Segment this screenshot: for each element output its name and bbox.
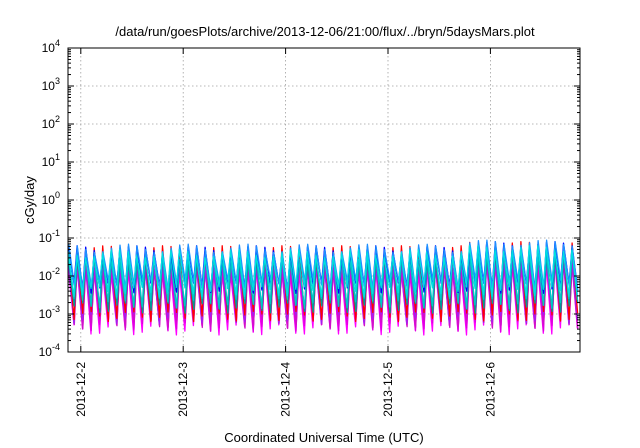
y-axis-label: cGy/day: [22, 176, 37, 224]
y-tick-label: 10-1: [39, 228, 60, 245]
grid: [68, 48, 580, 352]
y-tick-label: 104: [42, 38, 60, 55]
y-tick-label: 102: [42, 114, 60, 131]
y-tick-labels: 10-4 10-3 10-2 10-1 100 101 102 103 104: [39, 38, 60, 359]
y-tick-label: 10-4: [39, 342, 60, 359]
series-layer: [67, 239, 579, 336]
x-tick-label: 2013-12-2: [74, 362, 88, 417]
x-tick-label: 2013-12-3: [176, 362, 190, 417]
series-line: [67, 244, 579, 298]
x-tick-labels: 2013-12-2 2013-12-3 2013-12-4 2013-12-5 2013…: [74, 362, 498, 417]
y-tick-label: 101: [42, 152, 60, 169]
x-tick-label: 2013-12-6: [483, 362, 497, 417]
y-tick-label: 10-2: [39, 266, 60, 283]
x-tick-label: 2013-12-4: [279, 362, 293, 417]
y-tick-label: 103: [42, 76, 60, 93]
plot-frame: [67, 47, 581, 353]
x-tick-label: 2013-12-5: [381, 362, 395, 417]
y-tick-label: 100: [42, 190, 60, 207]
chart-title: /data/run/goesPlots/archive/2013-12-06/2…: [115, 24, 535, 39]
x-axis-label: Coordinated Universal Time (UTC): [224, 430, 423, 445]
y-tick-label: 10-3: [39, 304, 60, 321]
